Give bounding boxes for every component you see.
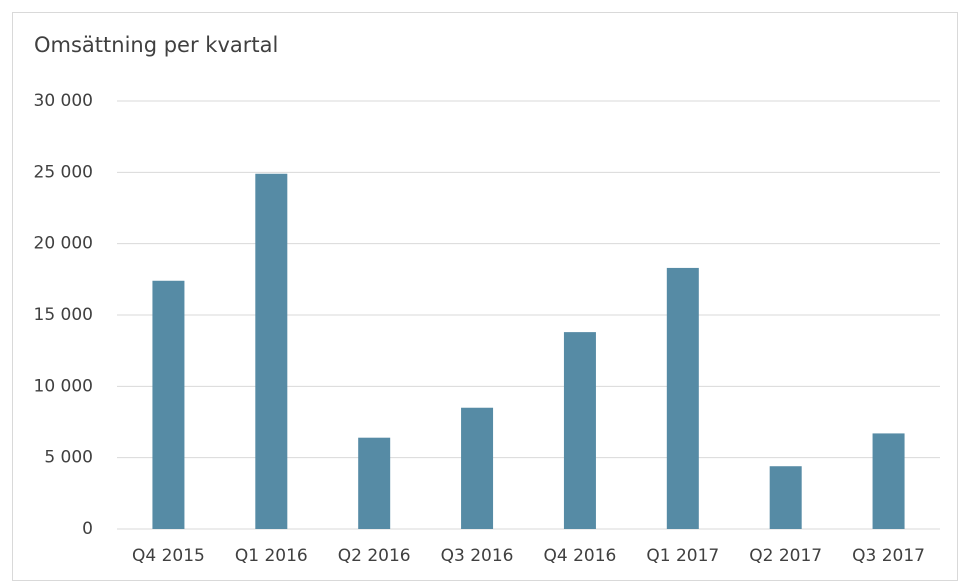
y-tick-label: 20 000 [34, 234, 93, 254]
y-tick-label: 10 000 [34, 376, 93, 396]
bar [563, 332, 596, 529]
y-tick-label: 30 000 [34, 91, 93, 111]
x-tick-label: Q2 2016 [338, 546, 411, 566]
bar [152, 280, 185, 529]
x-tick-label: Q1 2017 [646, 546, 719, 566]
x-tick-label: Q2 2017 [749, 546, 822, 566]
bar [358, 437, 391, 529]
y-tick-label: 15 000 [34, 305, 93, 325]
x-tick-label: Q3 2016 [441, 546, 514, 566]
bar [769, 466, 802, 529]
y-tick-label: 5 000 [44, 448, 93, 468]
bar [461, 407, 494, 529]
bar [666, 267, 699, 529]
y-tick-label: 0 [82, 519, 93, 539]
x-tick-label: Q3 2017 [852, 546, 925, 566]
chart-title: Omsättning per kvartal [34, 33, 278, 57]
y-tick-label: 25 000 [34, 162, 93, 182]
bar [872, 433, 905, 529]
x-tick-label: Q1 2016 [235, 546, 308, 566]
x-tick-label: Q4 2016 [544, 546, 617, 566]
x-tick-label: Q4 2015 [132, 546, 205, 566]
bar [255, 173, 288, 529]
